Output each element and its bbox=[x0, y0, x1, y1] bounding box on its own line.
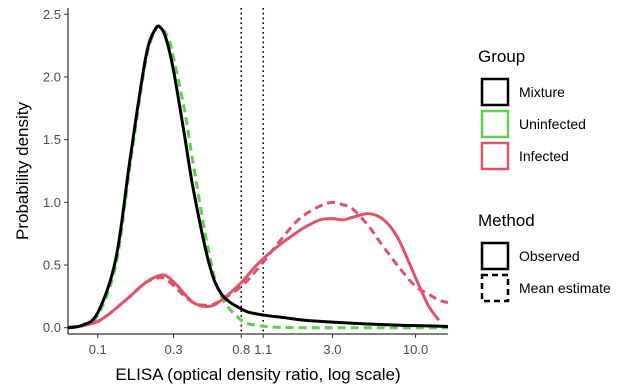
x-tick-label: 1.1 bbox=[254, 342, 272, 357]
legend-label-observed: Observed bbox=[519, 248, 580, 264]
legend-item-uninfected: Uninfected bbox=[480, 109, 586, 139]
legend-item-infected: Infected bbox=[480, 141, 569, 171]
x-tick-label: 0.1 bbox=[89, 342, 107, 357]
legend-item-mixture: Mixture bbox=[480, 77, 565, 107]
y-tick-label: 1.0 bbox=[43, 195, 61, 210]
legend-label-infected: Infected bbox=[519, 148, 569, 164]
x-tick-label: 10.0 bbox=[403, 342, 428, 357]
series-line-infected-observed bbox=[67, 212, 441, 330]
legend-key-observed bbox=[480, 241, 510, 271]
x-tick-label: 3.0 bbox=[323, 342, 341, 357]
ticks: 0.0 0.5 1.0 1.5 2.0 2.5 0.1 0.3 0.8 1.1 3.0 10.0 bbox=[43, 7, 428, 357]
legend: Group Mixture Uninfected Infected Method… bbox=[478, 47, 611, 303]
legend-key-mixture bbox=[480, 77, 510, 107]
series-line-uninfected-mean-estimate bbox=[67, 24, 449, 330]
series-line-infected-mean-estimate bbox=[67, 200, 449, 330]
legend-key-infected bbox=[480, 141, 510, 171]
legend-key-mean-estimate bbox=[480, 273, 510, 303]
legend-item-observed: Observed bbox=[480, 241, 580, 271]
y-tick-label: 0.0 bbox=[43, 320, 61, 335]
series-line-mixture-observed bbox=[67, 24, 449, 330]
x-tick-label: 0.3 bbox=[165, 342, 183, 357]
x-axis-title: ELISA (optical density ratio, log scale) bbox=[115, 365, 400, 384]
y-axis-title: Probability density bbox=[13, 102, 32, 240]
plot-area bbox=[67, 8, 449, 334]
legend-label-mixture: Mixture bbox=[519, 84, 565, 100]
axes bbox=[67, 8, 448, 335]
legend-label-mean-estimate: Mean estimate bbox=[519, 280, 611, 296]
legend-item-mean-estimate: Mean estimate bbox=[480, 273, 611, 303]
y-tick-label: 1.5 bbox=[43, 132, 61, 147]
legend-label-uninfected: Uninfected bbox=[519, 116, 586, 132]
legend-key-uninfected bbox=[480, 109, 510, 139]
y-tick-label: 2.0 bbox=[43, 69, 61, 84]
y-tick-label: 2.5 bbox=[43, 7, 61, 22]
y-tick-label: 0.5 bbox=[43, 258, 61, 273]
x-tick-label: 0.8 bbox=[232, 342, 250, 357]
legend-method-title: Method bbox=[478, 211, 535, 230]
legend-group-title: Group bbox=[478, 47, 525, 66]
